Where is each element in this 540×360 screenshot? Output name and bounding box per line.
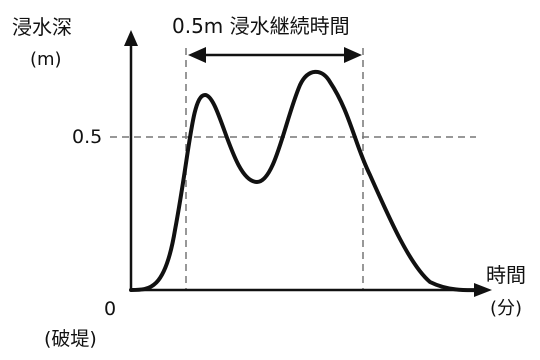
duration-arrowhead-left (188, 47, 206, 63)
duration-arrowhead-right (344, 47, 362, 63)
threshold-tick-label: 0.5 (72, 126, 102, 148)
x-axis-label-unit: (分) (490, 298, 522, 319)
origin-sublabel: (破堤) (44, 328, 97, 350)
y-axis-label-unit: (m) (30, 49, 62, 70)
origin-label: 0 (104, 298, 116, 320)
duration-label: 0.5m 浸水継続時間 (172, 14, 350, 38)
y-axis-arrowhead (124, 30, 138, 46)
y-axis-label-title: 浸水深 (12, 15, 72, 39)
inundation-depth-curve (129, 69, 487, 293)
x-axis-label-title: 時間 (486, 263, 526, 287)
